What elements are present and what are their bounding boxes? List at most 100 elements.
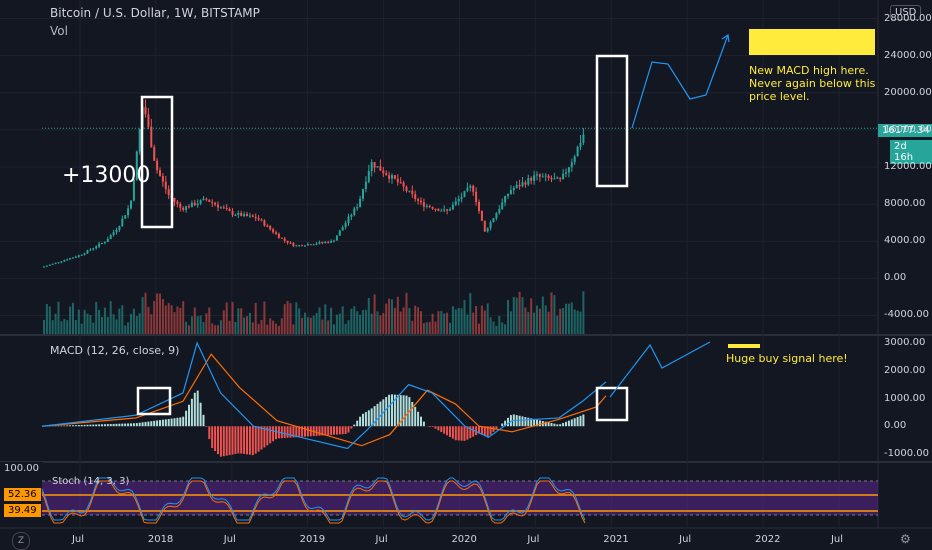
volume-bar xyxy=(495,325,498,334)
macd-histogram-bar xyxy=(170,418,173,427)
macd-histogram-bar xyxy=(562,423,565,427)
volume-bar xyxy=(327,320,330,334)
macd-histogram-bar xyxy=(234,426,237,455)
y-tick-label: 1000.00 xyxy=(884,392,926,404)
candle-body xyxy=(153,147,156,161)
macd-histogram-bar xyxy=(150,421,153,427)
candle-body xyxy=(480,210,483,221)
macd-histogram-bar xyxy=(324,426,327,436)
candle-body xyxy=(115,229,118,233)
macd-histogram-bar xyxy=(411,401,414,427)
candle-body xyxy=(138,129,141,152)
symbol-title: Bitcoin / U.S. Dollar, 1W, BITSTAMP xyxy=(50,6,260,20)
volume-bar xyxy=(573,309,576,334)
macd-histogram-bar xyxy=(376,403,379,427)
candle-body xyxy=(127,208,130,216)
volume-bar xyxy=(83,309,86,334)
volume-bar xyxy=(347,320,350,334)
volume-bar xyxy=(240,308,243,334)
candle-body xyxy=(315,243,318,245)
volume-bar xyxy=(437,311,440,334)
candle-body xyxy=(521,182,524,187)
macd-histogram-bar xyxy=(182,416,185,427)
macd-histogram-bar xyxy=(80,424,83,427)
candle-body xyxy=(550,177,553,180)
candle-body xyxy=(251,215,254,217)
macd-histogram-bar xyxy=(156,420,159,427)
currency-button[interactable]: USD xyxy=(890,5,922,20)
candle-body xyxy=(353,208,356,215)
stoch-top-tag: 100.00 xyxy=(0,462,43,475)
macd-histogram-bar xyxy=(231,426,234,455)
candle-body xyxy=(304,245,306,247)
macd-histogram-bar xyxy=(454,426,457,441)
candle-body xyxy=(562,173,565,180)
x-tick-label: Jul xyxy=(679,534,692,545)
macd-histogram-bar xyxy=(144,421,147,427)
macd-histogram-bar xyxy=(106,424,109,427)
volume-bar xyxy=(176,306,179,334)
gear-icon[interactable]: ⚙ xyxy=(900,532,911,546)
candle-body xyxy=(101,242,103,244)
volume-bar xyxy=(536,305,538,334)
macd-histogram-bar xyxy=(164,419,167,427)
volume-bar xyxy=(275,323,277,334)
annotation-highlight xyxy=(728,344,760,348)
macd-histogram-bar xyxy=(399,395,402,427)
candle-body xyxy=(185,206,188,210)
volume-bar xyxy=(45,304,48,334)
macd-histogram-bar xyxy=(480,426,483,435)
macd-histogram-bar xyxy=(524,417,527,427)
volume-bar xyxy=(231,301,234,334)
candle-body xyxy=(164,181,167,190)
volume-bar xyxy=(292,324,295,334)
macd-note-line: price level. xyxy=(749,90,810,103)
macd-histogram-bar xyxy=(112,423,115,427)
volume-bar xyxy=(77,309,80,334)
candle-body xyxy=(428,205,431,208)
candle-body xyxy=(196,203,199,206)
reset-zoom-button[interactable]: Z xyxy=(12,532,30,550)
macd-histogram-bar xyxy=(295,426,298,438)
candle-body xyxy=(373,162,376,168)
macd-histogram-bar xyxy=(196,390,199,427)
candle-body xyxy=(298,245,301,247)
volume-bar xyxy=(425,322,428,334)
volume-bar xyxy=(150,314,153,334)
volume-bar xyxy=(434,321,437,334)
candle-body xyxy=(147,114,150,127)
volume-bar xyxy=(396,296,399,334)
macd-histogram-bar xyxy=(579,415,582,427)
volume-bar xyxy=(144,292,147,334)
macd-histogram-bar xyxy=(466,426,469,440)
volume-bar xyxy=(567,303,570,334)
macd-histogram-bar xyxy=(475,426,478,436)
candle-body xyxy=(112,232,115,236)
candle-body xyxy=(518,184,521,187)
candle-body xyxy=(544,175,547,177)
volume-bar xyxy=(330,307,333,334)
x-tick-label: Jul xyxy=(223,534,236,545)
macd-histogram-bar xyxy=(370,408,373,427)
candle-body xyxy=(132,179,135,201)
volume-bar xyxy=(553,295,556,334)
volume-bar xyxy=(338,313,341,334)
candle-body xyxy=(347,216,350,223)
volume-bar xyxy=(185,321,188,334)
macd-histogram-bar xyxy=(431,426,434,428)
last-price-tag: 16177.34 xyxy=(878,124,932,137)
volume-bar xyxy=(504,324,507,334)
macd-histogram-bar xyxy=(405,395,408,427)
candle-body xyxy=(431,207,434,209)
x-tick-label: Jul xyxy=(830,534,844,545)
volume-bar xyxy=(373,294,376,334)
volume-bar xyxy=(193,307,196,334)
macd-histogram-bar xyxy=(57,425,60,427)
candle-body xyxy=(83,253,86,255)
volume-bar xyxy=(48,306,51,334)
volume-bar xyxy=(472,312,475,334)
volume-bar xyxy=(190,316,193,334)
volume-bar xyxy=(324,304,327,334)
candle-body xyxy=(156,160,159,171)
